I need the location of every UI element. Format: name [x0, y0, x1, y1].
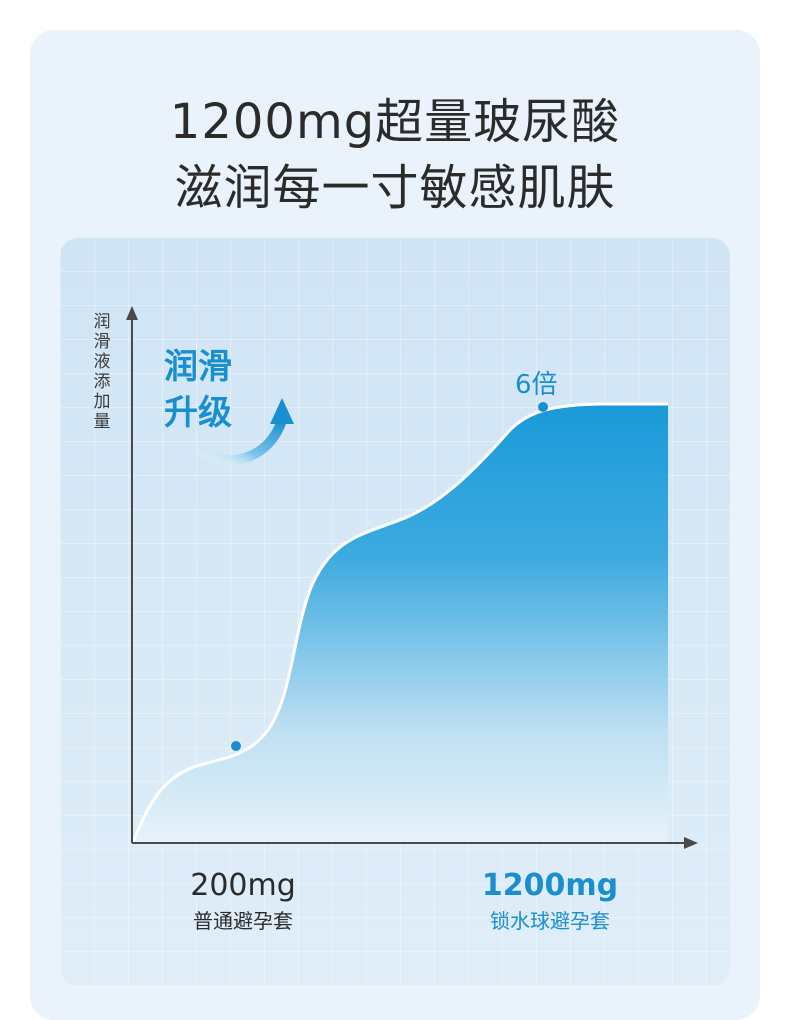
badge-line-1: 润滑 — [164, 347, 232, 387]
category-value: 200mg — [190, 868, 296, 903]
category-200mg: 200mg 普通避孕套 — [123, 868, 363, 934]
curved-up-arrow-icon — [195, 398, 294, 466]
headline-line-2: 滋润每一寸敏感肌肤 — [174, 160, 616, 216]
headline-line-1: 1200mg超量玻尿酸 — [169, 94, 621, 150]
area-fill — [133, 404, 668, 842]
curve-line — [131, 402, 668, 843]
category-name: 锁水球避孕套 — [490, 909, 610, 933]
x-axis-arrowhead — [684, 837, 698, 849]
category-name: 普通避孕套 — [193, 909, 293, 933]
data-point-200mg — [231, 741, 241, 751]
y-axis-arrowhead — [126, 306, 138, 320]
y-axis-label: 润滑液添加量 — [93, 312, 111, 432]
category-value: 1200mg — [481, 868, 619, 903]
upgrade-badge: 润滑 升级 — [164, 344, 232, 436]
peak-annotation: 6倍 — [515, 370, 558, 400]
data-point-1200mg — [538, 402, 548, 412]
category-1200mg: 1200mg 锁水球避孕套 — [430, 868, 670, 934]
badge-line-2: 升级 — [164, 393, 232, 433]
